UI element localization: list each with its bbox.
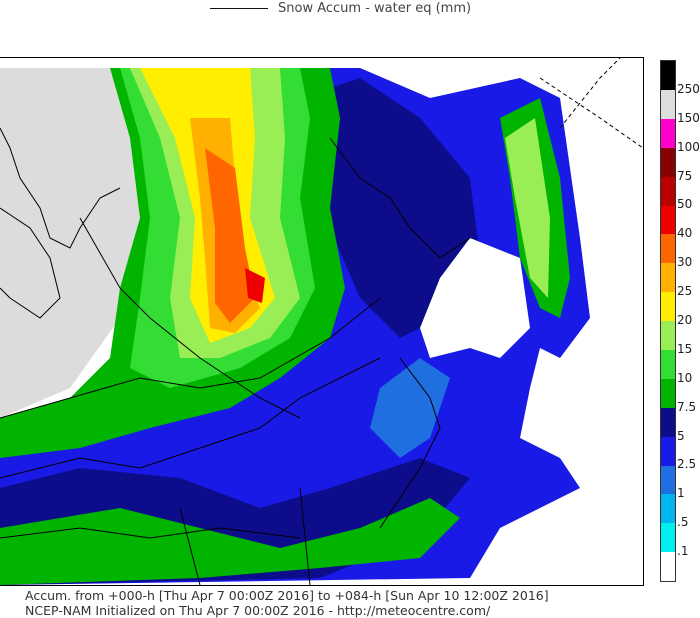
colorbar-label: 15 [677,341,693,356]
colorbar-segment [661,205,675,235]
colorbar-segment [661,234,675,264]
colorbar-segment [661,436,675,466]
colorbar-label: 25 [677,284,693,299]
land-region-west [0,68,150,418]
footer-line-2: NCEP-NAM Initialized on Thu Apr 7 00:00Z… [25,603,491,618]
colorbar-segment [661,263,675,293]
snow-accumulation-map [0,57,644,586]
colorbar-segment [661,89,675,119]
colorbar-segment [661,118,675,148]
colorbar-label: 40 [677,226,693,241]
colorbar-segment [661,176,675,206]
colorbar-label: 7.5 [677,399,697,414]
colorbar-segment [661,147,675,177]
colorbar-label: 75 [677,168,693,183]
colorbar-label: 100 [677,139,700,154]
colorbar-label: 50 [677,197,693,212]
legend-line-sample [210,7,268,9]
colorbar-segment [661,292,675,322]
colorbar-segment [661,349,675,379]
legend-label: Snow Accum - water eq (mm) [278,0,472,16]
colorbar-segment [661,407,675,437]
colorbar-label: 5 [677,428,685,443]
colorbar [660,60,676,582]
colorbar-segment [661,61,675,90]
colorbar-segment [661,465,675,495]
colorbar-label: 20 [677,313,693,327]
colorbar-label: 2.5 [677,457,697,472]
colorbar-segment [661,494,675,524]
legend-title: Snow Accum - water eq (mm) [210,0,530,16]
colorbar-label: 30 [677,255,693,270]
colorbar-label: 10 [677,370,693,385]
colorbar-segment [661,378,675,408]
colorbar-label: 1 [677,486,685,501]
colorbar-label: .5 [677,515,689,530]
footer-line-1: Accum. from +000-h [Thu Apr 7 00:00Z 201… [25,588,549,603]
colorbar-label: 150 [677,110,700,125]
colorbar-segment [661,321,675,350]
colorbar-label: .1 [677,544,689,559]
colorbar-label: 250 [677,81,700,96]
colorbar-segment [661,552,675,582]
colorbar-segment [661,523,675,553]
